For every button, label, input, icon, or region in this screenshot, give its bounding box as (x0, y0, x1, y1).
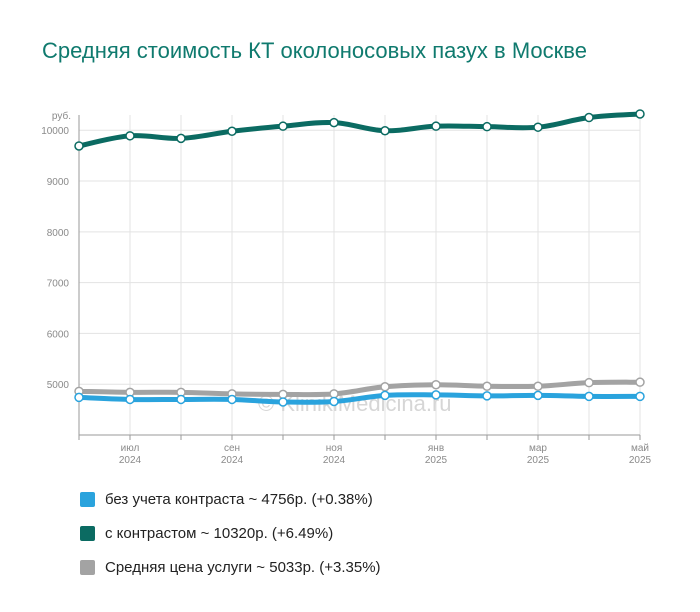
data-point (482, 121, 492, 132)
x-tick-label: мар (529, 443, 547, 454)
data-point (278, 397, 288, 407)
data-point (635, 391, 645, 402)
data-point (380, 381, 390, 392)
legend-item-no-contrast[interactable]: без учета контраста ~ 4756р. (+0.38%) (80, 482, 381, 516)
x-tick-label: янв (428, 443, 444, 454)
data-point (227, 126, 237, 137)
data-point (533, 122, 543, 132)
data-point (635, 109, 645, 119)
y-tick-label: 9000 (47, 177, 70, 188)
y-unit-label: руб. (52, 110, 71, 122)
data-point (431, 390, 441, 400)
data-point (329, 396, 339, 407)
x-tick-label: май (631, 443, 649, 454)
data-point (482, 381, 492, 391)
data-point (584, 112, 594, 123)
x-tick-label: ноя (326, 443, 343, 454)
data-point (533, 390, 543, 401)
data-point (482, 391, 492, 401)
legend-label: без учета контраста ~ 4756р. (+0.38%) (105, 490, 373, 508)
x-tick-year: 2024 (323, 455, 346, 466)
data-point (74, 141, 84, 151)
x-tick-year: 2025 (527, 455, 550, 466)
data-point (380, 125, 390, 136)
data-point (431, 121, 441, 131)
data-point (74, 392, 84, 403)
legend-swatch (80, 559, 95, 575)
y-tick-label: 8000 (47, 228, 70, 239)
data-point (533, 381, 543, 391)
data-point (431, 379, 441, 390)
data-point (278, 389, 288, 400)
legend-label: Средняя цена услуги ~ 5033р. (+3.35%) (105, 558, 381, 576)
legend-swatch (80, 491, 95, 507)
data-point (635, 377, 645, 387)
y-tick-label: 7000 (47, 279, 70, 290)
data-point (584, 391, 594, 402)
x-tick-year: 2024 (119, 455, 142, 466)
x-tick-label: сен (224, 443, 240, 454)
legend-item-average[interactable]: Средняя цена услуги ~ 5033р. (+3.35%) (80, 550, 381, 584)
data-point (176, 133, 186, 144)
x-tick-label: июл (121, 443, 140, 454)
data-point (227, 394, 237, 405)
line-chart: 5000600070008000900010000руб.июл2024сен2… (41, 109, 652, 466)
chart-title: Средняя стоимость КТ околоносовых пазух … (42, 38, 587, 63)
legend: без учета контраста ~ 4756р. (+0.38%) с … (80, 482, 381, 584)
data-point (329, 117, 339, 128)
data-point (125, 131, 135, 141)
data-point (176, 394, 186, 405)
x-tick-year: 2025 (629, 455, 652, 466)
y-tick-label: 6000 (47, 329, 70, 340)
y-tick-label: 5000 (47, 380, 70, 391)
y-tick-label: 10000 (41, 126, 69, 137)
data-point (278, 121, 288, 131)
x-tick-year: 2025 (425, 455, 448, 466)
x-tick-year: 2024 (221, 455, 244, 466)
data-point (125, 394, 135, 405)
legend-swatch (80, 525, 95, 541)
data-point (584, 377, 594, 388)
legend-item-with-contrast[interactable]: с контрастом ~ 10320р. (+6.49%) (80, 516, 381, 550)
legend-label: с контрастом ~ 10320р. (+6.49%) (105, 524, 334, 542)
data-point (380, 390, 390, 401)
data-point (329, 389, 339, 399)
